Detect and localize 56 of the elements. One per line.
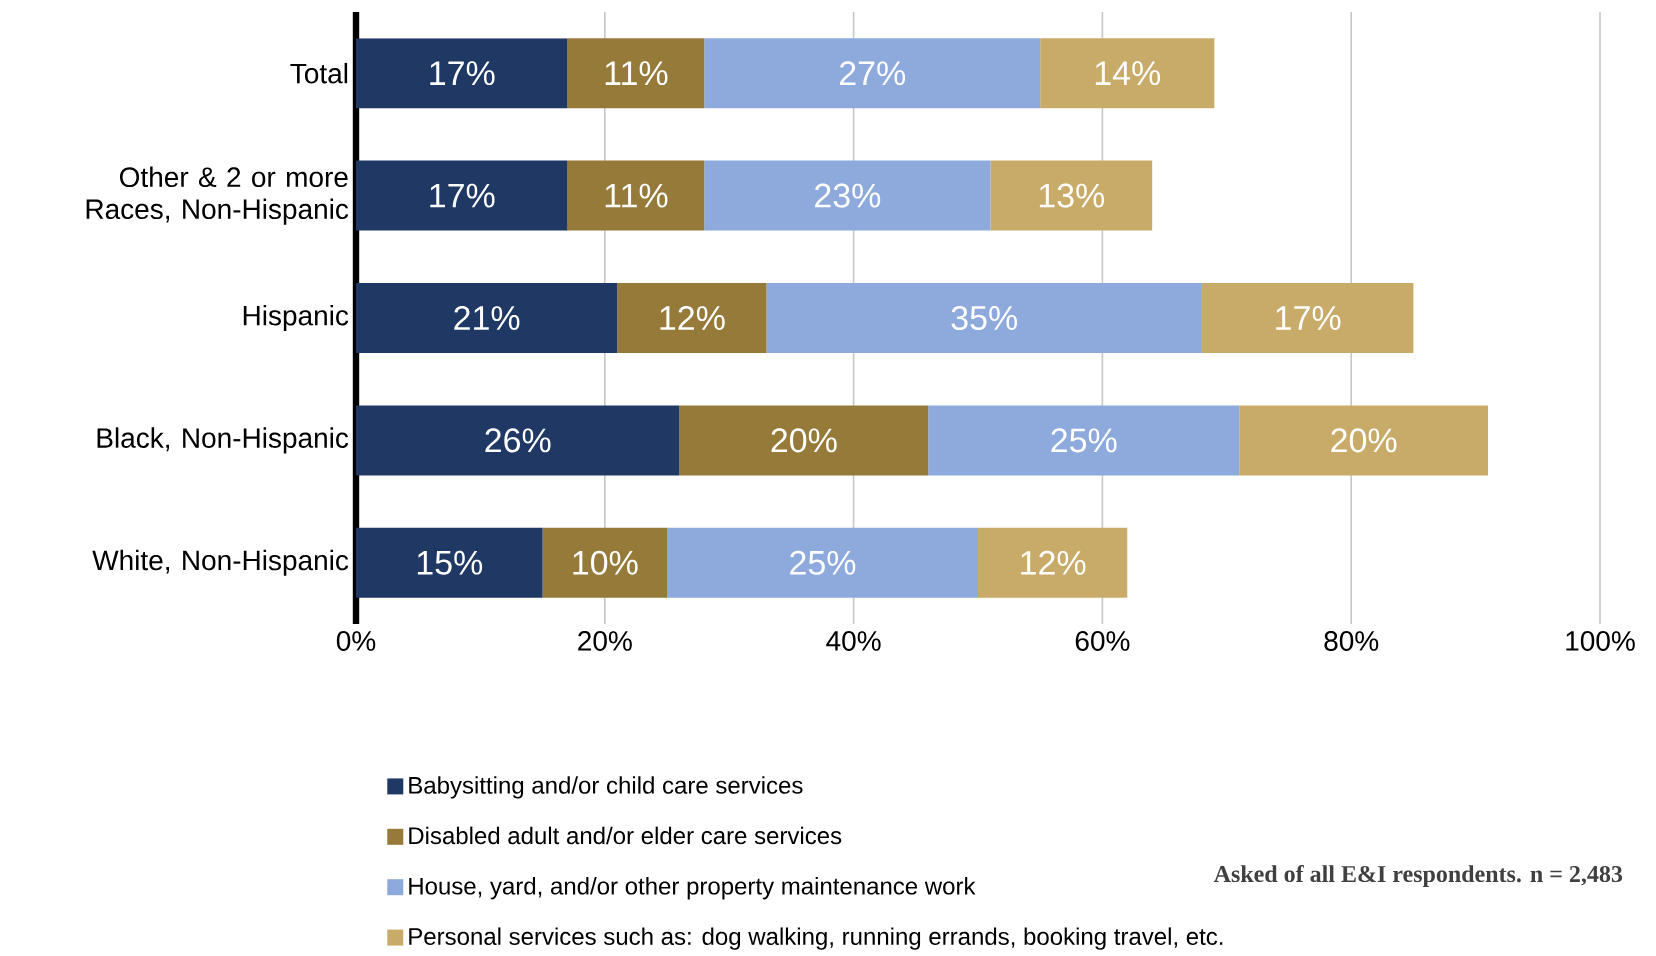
- bar: [356, 283, 618, 354]
- x-tick-label: 40%: [826, 631, 881, 652]
- bar: [356, 38, 568, 109]
- data-label: 12%: [1021, 550, 1086, 575]
- bar: [766, 283, 1202, 354]
- y-tick-label: Total: [290, 63, 348, 84]
- data-label: 17%: [1276, 306, 1341, 330]
- bar: [356, 160, 568, 231]
- legend-label: Personal services such as: dog walking, running errands, booking travel, etc.: [409, 927, 1223, 950]
- y-tick-label: Other & 2 or more Races, Non-Hispanic: [86, 166, 349, 225]
- y-tick-label: Black, Non-Hispanic: [97, 427, 349, 454]
- bar: [704, 160, 991, 231]
- data-label: 12%: [660, 306, 725, 331]
- bar: [990, 160, 1153, 231]
- bar: [356, 527, 543, 598]
- bar: [356, 405, 680, 476]
- data-label: 11%: [605, 183, 668, 208]
- bar: [679, 405, 929, 476]
- data-label: 15%: [417, 550, 483, 575]
- data-label: 25%: [790, 550, 856, 575]
- data-label: 21%: [454, 306, 520, 331]
- bar: [667, 527, 978, 598]
- data-label: 11%: [605, 61, 668, 86]
- y-tick-label: White, Non-Hispanic: [92, 549, 349, 576]
- data-label: 17%: [430, 61, 495, 86]
- data-label: 23%: [815, 183, 881, 208]
- legend-label: House, yard, and/or other property maintenance work: [409, 877, 976, 900]
- text: Asked of all E&I respondents. n = 2,483: [1213, 865, 1623, 888]
- bar: [567, 160, 705, 231]
- x-tick-label: 0%: [336, 631, 376, 652]
- x-tick-label: 20%: [578, 631, 632, 652]
- data-label: 26%: [485, 428, 551, 453]
- y-tick-label: Hispanic: [243, 305, 349, 332]
- bar: [567, 38, 705, 109]
- data-label: 25%: [1051, 428, 1117, 453]
- bar: [928, 405, 1240, 476]
- data-label: 13%: [1039, 183, 1105, 208]
- bar: [1040, 38, 1215, 109]
- data-label: 10%: [573, 550, 638, 575]
- data-label: 20%: [1331, 428, 1397, 453]
- data-label: 27%: [839, 61, 906, 86]
- bar: [542, 527, 667, 598]
- x-tick-label: 80%: [1324, 631, 1379, 652]
- data-label: 20%: [771, 428, 837, 453]
- data-label: 14%: [1095, 61, 1161, 86]
- data-label: 35%: [951, 306, 1018, 331]
- bar: [617, 283, 767, 354]
- bar: [704, 38, 1041, 109]
- legend-label: Disabled adult and/or elder care services: [409, 826, 842, 845]
- bar: [978, 527, 1128, 598]
- data-label: 17%: [430, 183, 495, 208]
- bar: [1239, 405, 1489, 476]
- legend-label: Babysitting and/or child care services: [409, 776, 803, 799]
- x-tick-label: 100%: [1566, 631, 1635, 652]
- x-tick-label: 60%: [1075, 631, 1130, 652]
- bar: [1201, 283, 1414, 354]
